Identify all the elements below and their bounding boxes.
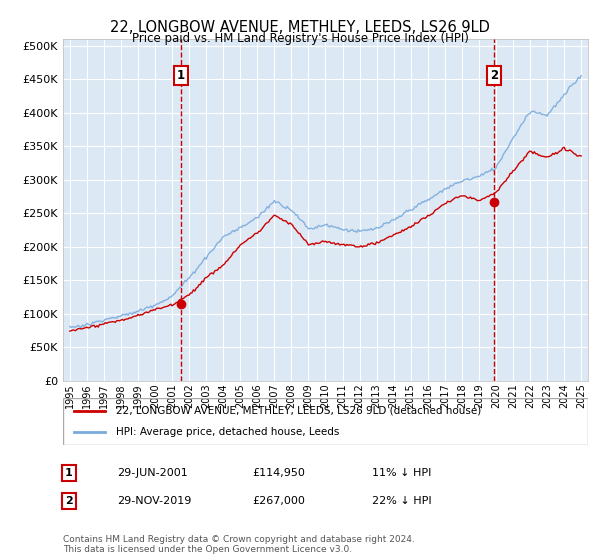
Text: Price paid vs. HM Land Registry's House Price Index (HPI): Price paid vs. HM Land Registry's House … — [131, 32, 469, 45]
Text: 2: 2 — [490, 68, 499, 82]
Text: 2: 2 — [65, 496, 73, 506]
Text: 22% ↓ HPI: 22% ↓ HPI — [372, 496, 431, 506]
Text: 1: 1 — [65, 468, 73, 478]
Text: 22, LONGBOW AVENUE, METHLEY, LEEDS, LS26 9LD: 22, LONGBOW AVENUE, METHLEY, LEEDS, LS26… — [110, 20, 490, 35]
Text: £114,950: £114,950 — [252, 468, 305, 478]
Text: 1: 1 — [176, 68, 185, 82]
Text: 11% ↓ HPI: 11% ↓ HPI — [372, 468, 431, 478]
Text: 22, LONGBOW AVENUE, METHLEY, LEEDS, LS26 9LD (detached house): 22, LONGBOW AVENUE, METHLEY, LEEDS, LS26… — [115, 406, 481, 416]
Text: 29-NOV-2019: 29-NOV-2019 — [117, 496, 191, 506]
Text: £267,000: £267,000 — [252, 496, 305, 506]
Text: Contains HM Land Registry data © Crown copyright and database right 2024.
This d: Contains HM Land Registry data © Crown c… — [63, 535, 415, 554]
Text: 29-JUN-2001: 29-JUN-2001 — [117, 468, 188, 478]
Text: HPI: Average price, detached house, Leeds: HPI: Average price, detached house, Leed… — [115, 427, 339, 437]
